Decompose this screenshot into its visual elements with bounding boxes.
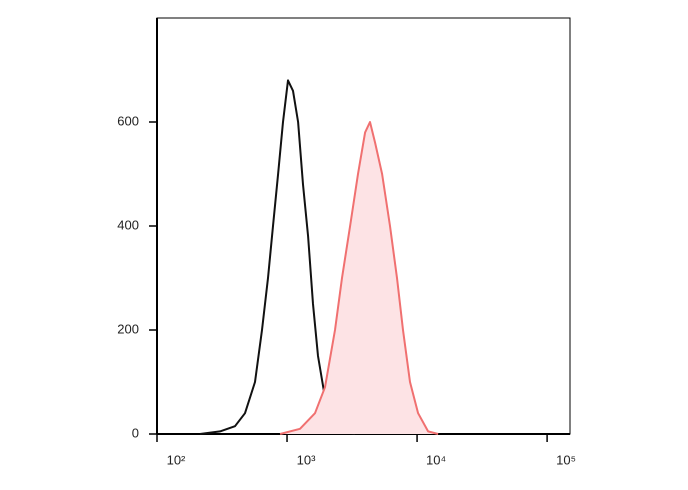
y-tick-label: 0 (132, 425, 139, 440)
x-tick-label: 10⁵ (556, 452, 576, 467)
y-tick-label: 400 (117, 217, 139, 232)
y-tick-label: 600 (117, 113, 139, 128)
x-tick-label: 10⁴ (426, 452, 446, 467)
x-tick-label: 10³ (297, 452, 316, 467)
histogram-curve (279, 121, 439, 435)
x-tick-label: 10² (167, 452, 186, 467)
histogram-curve (199, 79, 356, 435)
y-tick-label: 200 (117, 321, 139, 336)
